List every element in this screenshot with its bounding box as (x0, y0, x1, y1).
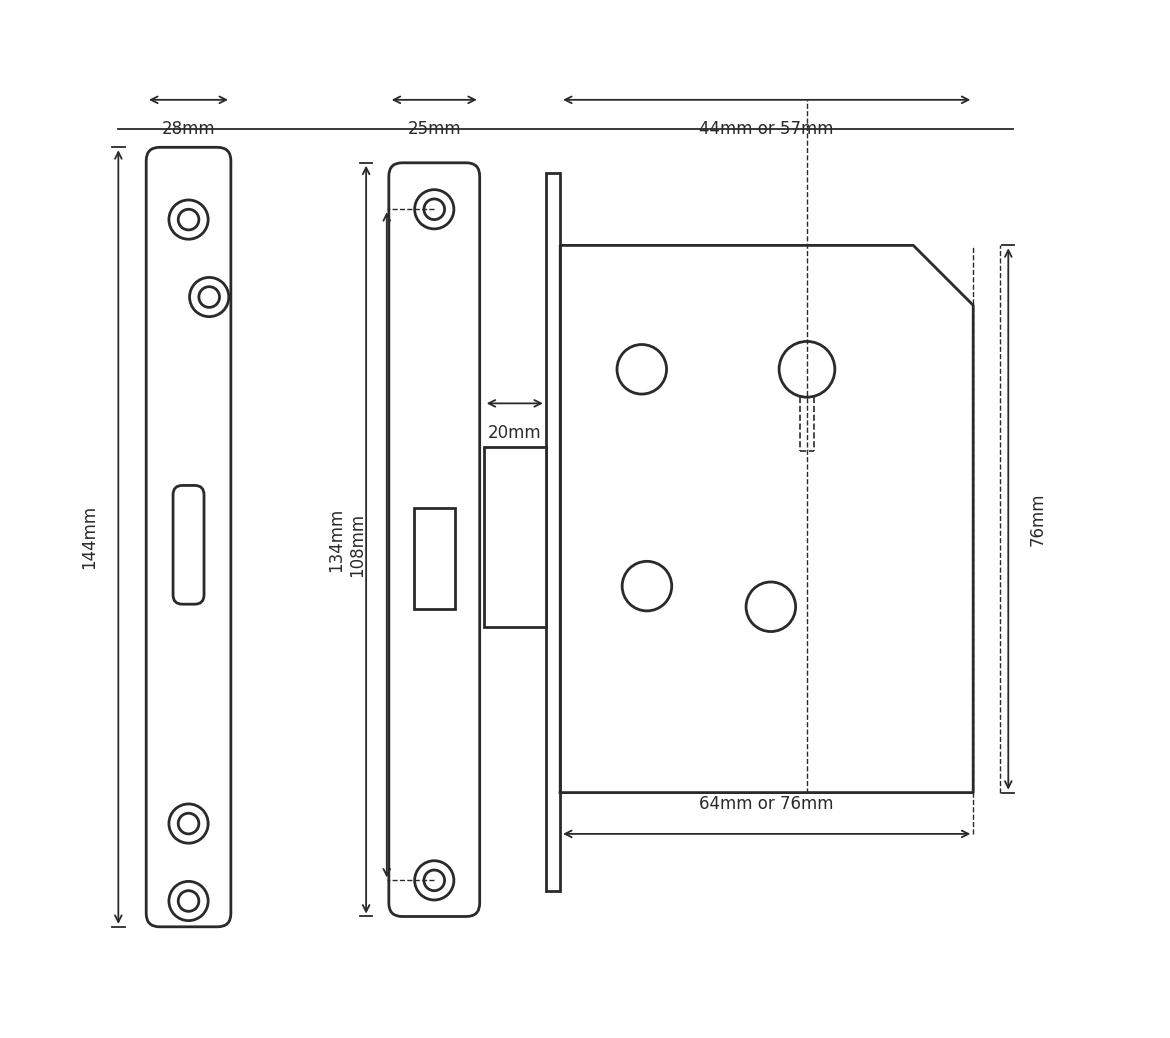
Bar (414, 508, 455, 609)
Polygon shape (560, 245, 973, 793)
Text: 28mm: 28mm (161, 120, 215, 138)
Text: 144mm: 144mm (80, 506, 97, 569)
Text: 108mm: 108mm (349, 513, 366, 577)
Text: 25mm: 25mm (407, 120, 461, 138)
Text: 44mm or 57mm: 44mm or 57mm (700, 120, 834, 138)
Text: 64mm or 76mm: 64mm or 76mm (700, 795, 834, 813)
Text: 20mm: 20mm (488, 424, 542, 442)
Text: 76mm: 76mm (1028, 492, 1047, 546)
Bar (545, 173, 560, 891)
Bar (484, 446, 545, 627)
Text: 134mm: 134mm (328, 508, 345, 572)
